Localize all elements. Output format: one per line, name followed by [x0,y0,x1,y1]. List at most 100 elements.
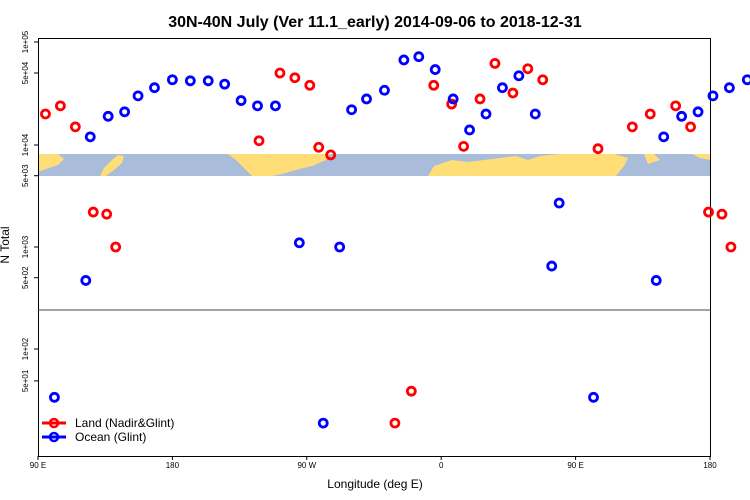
ocean-point [546,260,558,272]
land-point [253,135,265,147]
y-tick-label: 1e+04 [21,133,30,156]
ocean-point [741,74,750,86]
land-point [289,72,301,84]
x-tick-label: 180 [166,461,180,470]
map-land-shape [428,154,628,176]
ocean-point [588,391,599,403]
ocean-point [235,95,247,106]
legend-ocean-marker [48,431,60,443]
land-point [313,141,325,153]
y-tick-label: 5e+04 [21,61,30,84]
land-point [703,206,714,218]
land-point [110,241,122,253]
land-point [670,100,682,112]
x-axis-label: Longitude (deg E) [327,477,422,491]
ocean-point [464,124,475,136]
ocean-point [166,74,178,86]
ocean-point [346,104,358,116]
ocean-point [398,54,410,66]
ocean-point [480,108,492,120]
ocean-point [724,82,735,94]
ocean-point [497,82,508,94]
land-point [644,108,656,120]
land-point [55,100,66,112]
ocean-point [529,108,541,120]
ocean-point [692,106,704,118]
ocean-point [293,237,305,249]
ocean-point [119,106,131,118]
ocean-point [429,64,441,75]
ocean-point [379,84,390,96]
legend-land-marker [48,417,60,429]
x-tick-label: 90 E [567,461,583,470]
y-tick-label: 1e+02 [21,337,30,360]
y-tick-label: 1e+03 [21,235,30,258]
ocean-point [413,51,425,63]
ocean-point [707,90,719,102]
land-point [592,143,604,155]
x-tick-label: 0 [439,461,444,470]
ocean-point [658,131,670,143]
legend: Land (Nadir&Glint) Ocean (Glint) [42,416,174,444]
land-point [405,385,417,397]
land-point [87,206,99,218]
land-point [101,208,113,220]
land-point [725,241,737,253]
map-land-shape [644,154,660,164]
data-points [40,51,750,429]
x-tick-label: 90 E [30,461,46,470]
world-map-strip [38,154,710,176]
ocean-point [361,93,372,105]
ocean-point [650,275,662,286]
ocean-point [270,100,281,112]
land-point [685,121,696,133]
ocean-point [149,82,160,94]
map-land-shape [38,154,64,172]
legend-land-label: Land (Nadir&Glint) [75,416,174,430]
land-point [304,79,316,91]
ocean-point [447,93,459,105]
y-tick-label: 5e+01 [21,369,30,392]
y-tick-group: 1e+05 5e+04 1e+04 5e+03 1e+03 5e+02 1e+02 5e+01 [21,30,38,392]
ocean-point [513,70,525,82]
ocean-point [219,78,231,90]
land-point [40,108,51,120]
map-land-shape [692,154,710,160]
land-point [489,57,501,69]
ocean-point [84,131,96,143]
ocean-point [184,75,196,87]
y-tick-label: 1e+05 [21,30,30,53]
land-point [474,93,486,105]
land-point [507,87,519,99]
land-point [428,79,440,91]
y-axis-label: N Total [0,226,12,263]
ocean-point [202,75,214,87]
land-point [522,63,534,75]
map-land-shape [228,154,330,176]
land-point [69,121,81,133]
land-point [325,149,337,161]
y-tick-label: 5e+02 [21,266,30,289]
ocean-point [132,90,144,102]
x-tick-label: 180 [703,461,717,470]
legend-ocean-label: Ocean (Glint) [75,430,146,444]
land-point [389,417,401,429]
ocean-point [317,417,329,429]
x-tick-label: 90 W [297,461,316,470]
ocean-point [252,100,263,112]
ocean-point [49,391,60,403]
land-point [458,140,470,152]
ocean-point [102,110,114,122]
ocean-point [334,241,346,253]
x-tick-group: 90 E 180 90 W 0 90 E 180 [30,456,717,470]
ocean-point [676,110,688,122]
y-tick-label: 5e+03 [21,164,30,187]
land-point [626,121,638,133]
land-point [716,208,728,220]
ocean-point [80,275,92,286]
ocean-point [553,197,565,209]
map-land-shape [100,155,124,176]
land-point [537,74,549,86]
land-point [446,98,458,110]
